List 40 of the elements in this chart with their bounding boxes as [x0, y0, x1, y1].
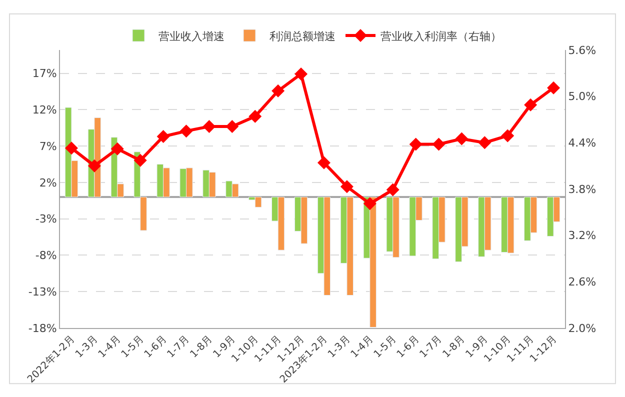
point [386, 183, 400, 196]
point [272, 84, 285, 98]
point [88, 159, 101, 172]
point [156, 130, 170, 143]
point [432, 138, 446, 151]
point [501, 129, 514, 142]
legend-label: 营业收入利润率（右轴） [380, 30, 502, 43]
y-tick-label: -8% [35, 249, 57, 262]
y-tick-label: -18% [28, 322, 57, 335]
point [248, 110, 262, 123]
y-tick-label: 17% [32, 67, 57, 80]
point [409, 138, 422, 151]
point [134, 154, 147, 167]
y-tick-label: -3% [35, 212, 57, 226]
y-tick-label: 7% [39, 140, 57, 153]
y-tick-label: -13% [28, 285, 57, 298]
y2-tick-label: 2.6% [568, 276, 596, 289]
point [294, 67, 308, 80]
point [363, 197, 376, 210]
legend-label: 利润总额增速 [270, 30, 336, 43]
point [547, 81, 560, 94]
point [317, 156, 330, 170]
point [180, 124, 193, 138]
point [226, 120, 239, 133]
point [64, 142, 78, 155]
y2-tick-label: 4.4% [568, 136, 596, 150]
y2-tick-label: 2.0% [568, 322, 596, 335]
point [524, 98, 538, 112]
point [455, 132, 468, 146]
point [202, 120, 216, 133]
point [478, 136, 492, 150]
y2-tick-label: 5.6% [568, 44, 596, 57]
y-tick-label: 12% [32, 104, 57, 117]
y2-tick-label: 5.0% [568, 90, 596, 104]
point [340, 180, 354, 194]
y-tick-label: 2% [39, 176, 57, 190]
y2-tick-label: 3.2% [568, 229, 596, 242]
y2-tick-label: 3.8% [568, 182, 596, 196]
legend-label: 营业收入增速 [158, 30, 224, 43]
point [110, 142, 124, 156]
